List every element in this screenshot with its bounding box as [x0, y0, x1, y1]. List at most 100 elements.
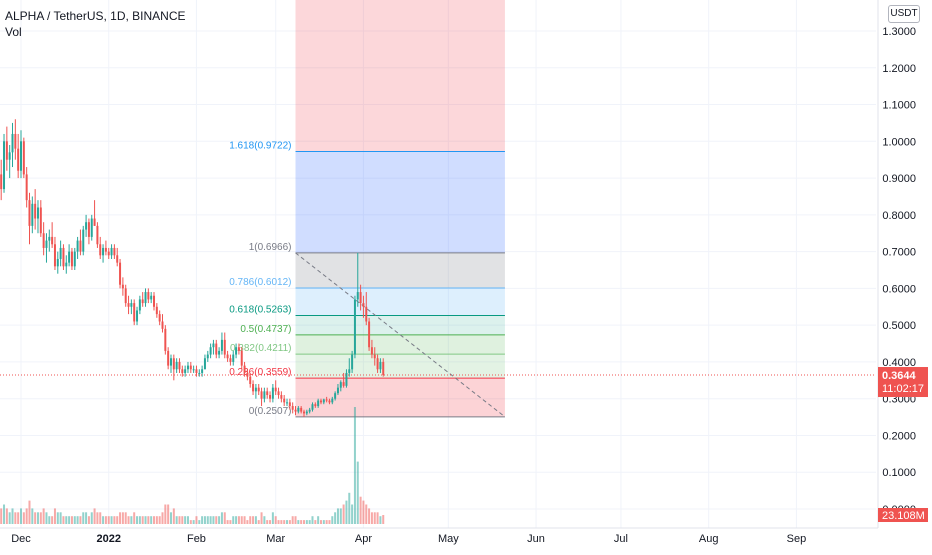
y-tick-label: 0.4000: [882, 357, 916, 369]
volume-bar: [93, 508, 96, 524]
candle-body: [124, 288, 127, 304]
candle-body: [186, 365, 189, 370]
volume-bar: [186, 516, 189, 524]
candle-body: [342, 382, 345, 386]
candle-body: [59, 247, 62, 259]
volume-bar: [99, 512, 102, 524]
volume-bar: [308, 520, 311, 524]
candle-body: [133, 303, 136, 322]
volume-bar: [370, 512, 373, 524]
candle-body: [286, 402, 289, 404]
volume-bar: [51, 516, 54, 524]
candle-body: [319, 400, 322, 403]
candle-body: [356, 292, 359, 300]
volume-legend-label[interactable]: Vol: [5, 25, 22, 39]
candle-body: [34, 203, 37, 219]
candle-body: [51, 236, 54, 245]
candle-body: [297, 407, 300, 412]
candle-body: [158, 314, 161, 322]
fib-zone: [295, 378, 505, 417]
candle-body: [119, 262, 122, 285]
candle-body: [147, 292, 150, 300]
volume-bar: [31, 508, 34, 524]
volume-bar: [311, 516, 314, 524]
x-tick-label: Aug: [699, 533, 719, 545]
volume-bar: [107, 516, 110, 524]
volume-bar: [206, 516, 209, 524]
volume-bar: [257, 520, 260, 524]
candle-body: [308, 409, 311, 412]
volume-bar: [36, 512, 39, 524]
candle-body: [303, 411, 305, 414]
volume-bar: [229, 520, 232, 524]
candle-body: [311, 404, 314, 410]
volume-bar: [28, 500, 31, 524]
candle-body: [8, 152, 11, 160]
fib-zone: [295, 252, 505, 288]
candle-body: [25, 174, 28, 201]
volume-bar: [356, 461, 359, 524]
candle-body: [314, 404, 317, 407]
volume-bar: [121, 512, 124, 524]
candle-body: [53, 244, 56, 267]
candle-body: [322, 399, 325, 403]
candle-body: [229, 358, 232, 362]
volume-bar: [373, 512, 376, 524]
y-tick-label: 0.8000: [882, 210, 916, 222]
volume-bar: [220, 512, 223, 524]
candle-body: [359, 292, 362, 304]
volume-bar: [235, 516, 238, 524]
volume-bar: [20, 508, 22, 524]
volume-bar: [223, 512, 226, 524]
candle-body: [325, 399, 328, 401]
volume-bar: [102, 516, 105, 524]
volume-bar: [96, 512, 99, 524]
volume-bar: [286, 520, 289, 524]
fib-zone: [295, 334, 505, 355]
volume-bar: [175, 516, 178, 524]
candle-body: [336, 387, 339, 394]
candle-body: [36, 207, 39, 219]
candle-body: [113, 247, 116, 256]
candle-body: [235, 347, 238, 355]
volume-bar: [0, 508, 3, 524]
candle-body: [334, 393, 337, 399]
candle-body: [175, 361, 178, 370]
volume-bar: [161, 512, 164, 524]
candle-body: [209, 347, 212, 355]
candle-body: [45, 240, 48, 248]
symbol-title[interactable]: ALPHA / TetherUS, 1D, BINANCE: [5, 9, 186, 23]
volume-bar: [271, 512, 274, 524]
candle-body: [294, 409, 297, 412]
candle-body: [260, 391, 263, 399]
volume-bar: [22, 512, 25, 524]
candle-body: [99, 244, 102, 256]
fib-zone: [295, 315, 505, 335]
candle-body: [116, 255, 119, 263]
x-tick-label: Dec: [11, 533, 31, 545]
candle-body: [79, 240, 82, 252]
candle-body: [353, 299, 356, 355]
fib-level-label: 1(0.6966): [249, 242, 292, 253]
price-badge-countdown: 11:02:17: [882, 383, 924, 395]
candle-body: [291, 406, 294, 410]
candle-body: [110, 247, 113, 256]
volume-bar: [82, 512, 85, 524]
fib-zone: [295, 0, 505, 152]
candle-body: [102, 247, 105, 256]
volume-bar: [362, 500, 365, 524]
candle-body: [203, 358, 206, 370]
x-tick-label: Sep: [787, 533, 807, 545]
currency-button[interactable]: USDT: [888, 5, 920, 23]
volume-bar: [45, 512, 48, 524]
volume-bar: [351, 504, 354, 524]
y-tick-label: 0.1000: [882, 467, 916, 479]
candle-body: [362, 303, 365, 307]
candle-body: [266, 391, 269, 396]
candle-body: [305, 411, 308, 414]
volume-bar: [119, 512, 122, 524]
candle-body: [218, 350, 221, 355]
candle-body: [379, 361, 382, 370]
volume-bar: [266, 520, 269, 524]
candle-body: [28, 200, 31, 226]
